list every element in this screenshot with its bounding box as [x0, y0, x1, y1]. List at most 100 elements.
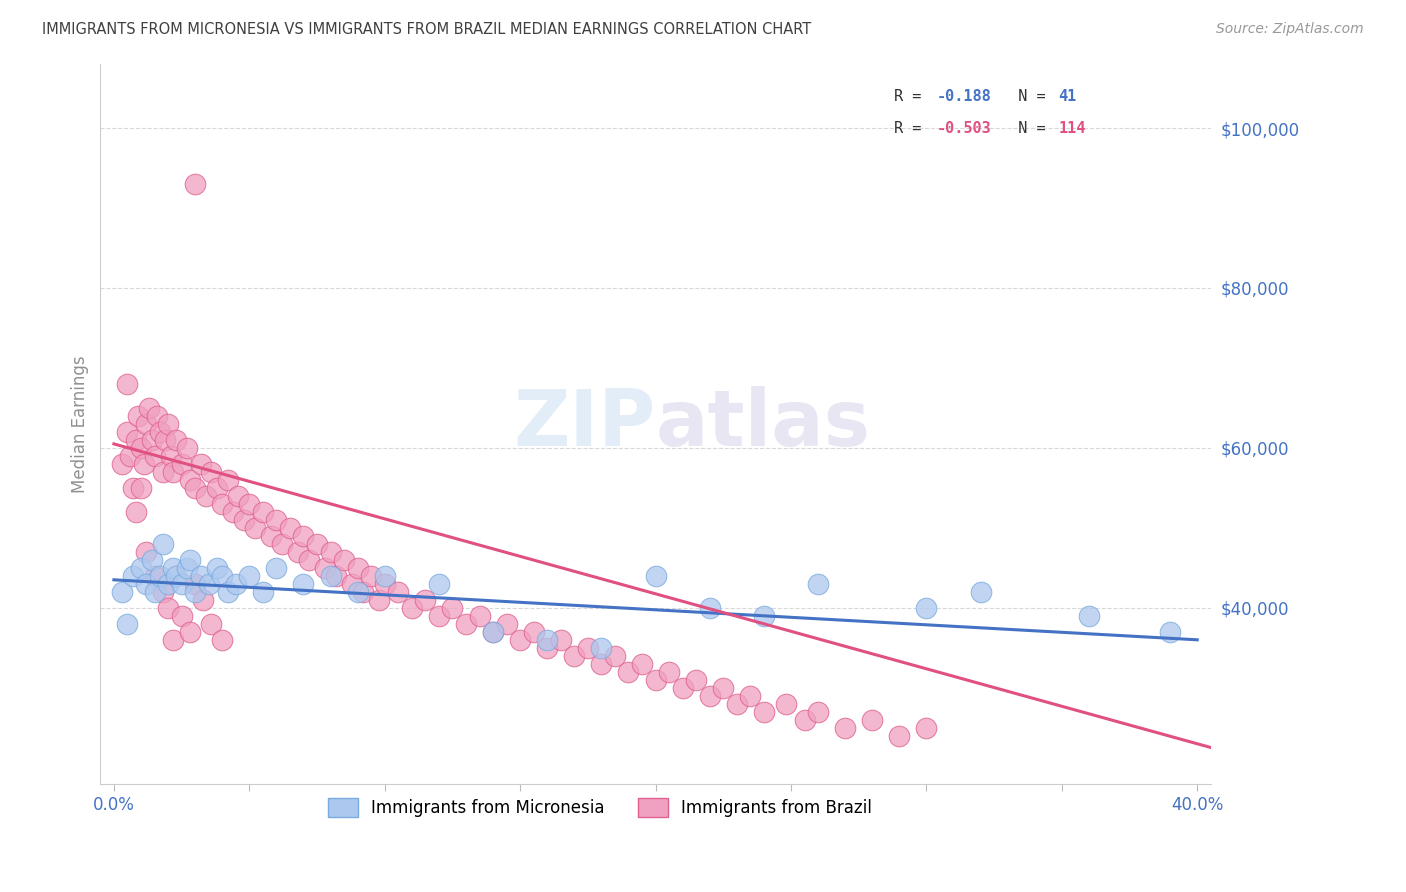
Point [146, 409, 169, 423]
Point [775, 697, 797, 711]
Point [124, 433, 146, 447]
Point [631, 657, 654, 671]
Point [969, 584, 991, 599]
Point [141, 553, 163, 567]
Point [523, 624, 546, 639]
Point [860, 713, 883, 727]
Point [441, 600, 464, 615]
Text: N =: N = [1000, 89, 1054, 104]
Point [617, 665, 640, 679]
Text: -0.503: -0.503 [936, 121, 991, 136]
Point [468, 608, 491, 623]
Point [360, 569, 382, 583]
Point [266, 513, 288, 527]
Point [176, 561, 198, 575]
Point [138, 401, 160, 415]
Point [127, 409, 149, 423]
Point [205, 481, 228, 495]
Point [222, 505, 245, 519]
Point [165, 569, 187, 583]
Point [157, 417, 180, 431]
Point [117, 425, 139, 439]
Text: 41: 41 [1059, 89, 1077, 104]
Y-axis label: Median Earnings: Median Earnings [72, 355, 89, 492]
Point [121, 569, 143, 583]
Point [190, 569, 212, 583]
Point [1077, 608, 1099, 623]
Point [129, 481, 152, 495]
Point [915, 721, 938, 735]
Point [591, 657, 613, 671]
Text: ZIP: ZIP [513, 386, 655, 462]
Point [179, 624, 201, 639]
Point [725, 697, 748, 711]
Point [415, 592, 437, 607]
Point [889, 729, 911, 743]
Point [374, 569, 396, 583]
Point [1159, 624, 1181, 639]
Point [550, 632, 572, 647]
Text: R =: R = [894, 121, 931, 136]
Point [194, 489, 217, 503]
Point [197, 577, 219, 591]
Point [793, 713, 815, 727]
Point [352, 584, 374, 599]
Point [298, 553, 321, 567]
Text: R =: R = [894, 89, 931, 104]
Point [152, 537, 174, 551]
Point [266, 561, 288, 575]
Point [243, 521, 266, 535]
Point [915, 600, 938, 615]
Point [270, 537, 292, 551]
Legend: Immigrants from Micronesia, Immigrants from Brazil: Immigrants from Micronesia, Immigrants f… [319, 789, 880, 826]
Point [184, 584, 207, 599]
Point [368, 592, 391, 607]
Point [427, 608, 450, 623]
Point [333, 553, 356, 567]
Text: 114: 114 [1059, 121, 1085, 136]
Point [184, 577, 207, 591]
Point [807, 705, 830, 719]
Text: N =: N = [1000, 121, 1054, 136]
Point [157, 600, 180, 615]
Point [135, 545, 157, 559]
Point [184, 481, 207, 495]
Point [603, 648, 626, 663]
Point [135, 417, 157, 431]
Point [143, 569, 166, 583]
Point [740, 689, 762, 703]
Point [454, 616, 477, 631]
Point [170, 577, 193, 591]
Point [482, 624, 505, 639]
Text: Source: ZipAtlas.com: Source: ZipAtlas.com [1216, 22, 1364, 37]
Point [162, 465, 184, 479]
Point [509, 632, 531, 647]
Point [672, 681, 695, 695]
Point [149, 569, 172, 583]
Point [387, 584, 409, 599]
Point [129, 561, 152, 575]
Point [644, 673, 666, 687]
Point [278, 521, 301, 535]
Point [152, 584, 174, 599]
Point [162, 632, 184, 647]
Point [225, 577, 247, 591]
Point [238, 497, 260, 511]
Point [711, 681, 734, 695]
Point [111, 584, 134, 599]
Point [155, 433, 177, 447]
Point [536, 632, 558, 647]
Point [129, 441, 152, 455]
Point [184, 177, 207, 191]
Point [536, 640, 558, 655]
Point [141, 433, 163, 447]
Point [200, 465, 222, 479]
Point [346, 561, 368, 575]
Point [292, 529, 315, 543]
Text: atlas: atlas [655, 386, 870, 462]
Point [170, 457, 193, 471]
Point [495, 616, 517, 631]
Point [807, 577, 830, 591]
Point [287, 545, 309, 559]
Text: IMMIGRANTS FROM MICRONESIA VS IMMIGRANTS FROM BRAZIL MEDIAN EARNINGS CORRELATION: IMMIGRANTS FROM MICRONESIA VS IMMIGRANTS… [42, 22, 811, 37]
